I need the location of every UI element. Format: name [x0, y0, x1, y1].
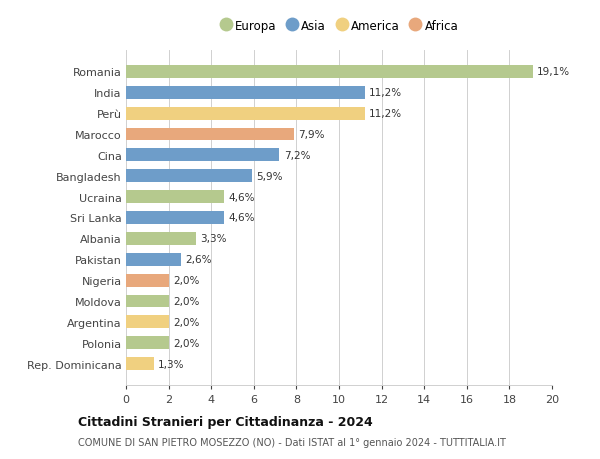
- Bar: [126, 87, 365, 100]
- Bar: [126, 232, 196, 245]
- Bar: [126, 316, 169, 329]
- Bar: [126, 336, 169, 349]
- Bar: [126, 107, 365, 120]
- Bar: [126, 274, 169, 287]
- Bar: [126, 128, 294, 141]
- Text: COMUNE DI SAN PIETRO MOSEZZO (NO) - Dati ISTAT al 1° gennaio 2024 - TUTTITALIA.I: COMUNE DI SAN PIETRO MOSEZZO (NO) - Dati…: [78, 437, 506, 447]
- Bar: [126, 66, 533, 78]
- Bar: [126, 170, 251, 183]
- Bar: [126, 358, 154, 370]
- Text: 2,0%: 2,0%: [173, 297, 199, 306]
- Text: 19,1%: 19,1%: [537, 67, 570, 77]
- Text: 2,0%: 2,0%: [173, 338, 199, 348]
- Text: 11,2%: 11,2%: [369, 88, 402, 98]
- Text: 4,6%: 4,6%: [228, 213, 255, 223]
- Text: 2,6%: 2,6%: [185, 255, 212, 265]
- Text: 2,0%: 2,0%: [173, 317, 199, 327]
- Text: 4,6%: 4,6%: [228, 192, 255, 202]
- Text: 1,3%: 1,3%: [158, 359, 184, 369]
- Text: 7,2%: 7,2%: [284, 151, 310, 161]
- Text: 2,0%: 2,0%: [173, 275, 199, 285]
- Bar: [126, 295, 169, 308]
- Legend: Europa, Asia, America, Africa: Europa, Asia, America, Africa: [220, 20, 458, 33]
- Text: Cittadini Stranieri per Cittadinanza - 2024: Cittadini Stranieri per Cittadinanza - 2…: [78, 415, 373, 428]
- Text: 11,2%: 11,2%: [369, 109, 402, 119]
- Bar: [126, 191, 224, 204]
- Bar: [126, 212, 224, 224]
- Bar: [126, 149, 280, 162]
- Text: 3,3%: 3,3%: [200, 234, 227, 244]
- Text: 7,9%: 7,9%: [299, 130, 325, 140]
- Bar: [126, 253, 181, 266]
- Text: 5,9%: 5,9%: [256, 171, 283, 181]
